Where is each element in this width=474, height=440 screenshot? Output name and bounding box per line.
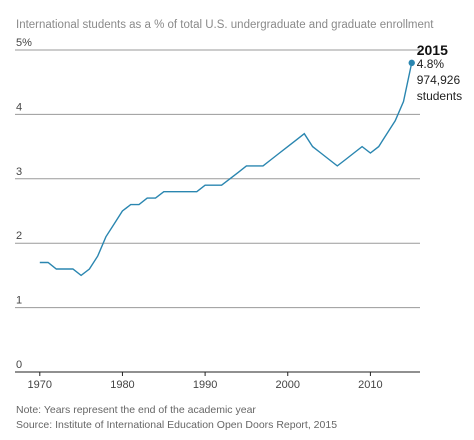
y-tick-label: 0	[16, 359, 22, 371]
y-tick-label: 5%	[16, 37, 32, 49]
x-tick-label: 1980	[110, 379, 134, 391]
chart-title: International students as a % of total U…	[16, 19, 434, 31]
annotation-year: 2015	[417, 42, 448, 58]
y-tick-label: 3	[16, 166, 22, 178]
x-axis-ticks: 1970 1980 1990 2000 2010	[28, 372, 383, 391]
endpoint-marker	[408, 59, 415, 67]
footnote-source: Source: Institute of International Educa…	[16, 419, 338, 431]
y-tick-label: 1	[16, 295, 22, 307]
y-tick-label: 4	[16, 101, 22, 113]
footnote-note: Note: Years represent the end of the aca…	[16, 404, 256, 416]
annotation-line: students	[417, 89, 462, 103]
annotation-line: 4.8%	[417, 57, 445, 71]
x-tick-label: 1990	[193, 379, 217, 391]
gridlines	[15, 49, 420, 373]
series-line	[39, 62, 413, 277]
x-tick-label: 1970	[28, 379, 52, 391]
y-axis-ticks: 0 1 2 3 4 5%	[16, 37, 32, 371]
x-tick-label: 2000	[276, 379, 300, 391]
annotation-line: 974,926	[417, 73, 461, 87]
x-tick-label: 2010	[358, 379, 382, 391]
y-tick-label: 2	[16, 230, 22, 242]
